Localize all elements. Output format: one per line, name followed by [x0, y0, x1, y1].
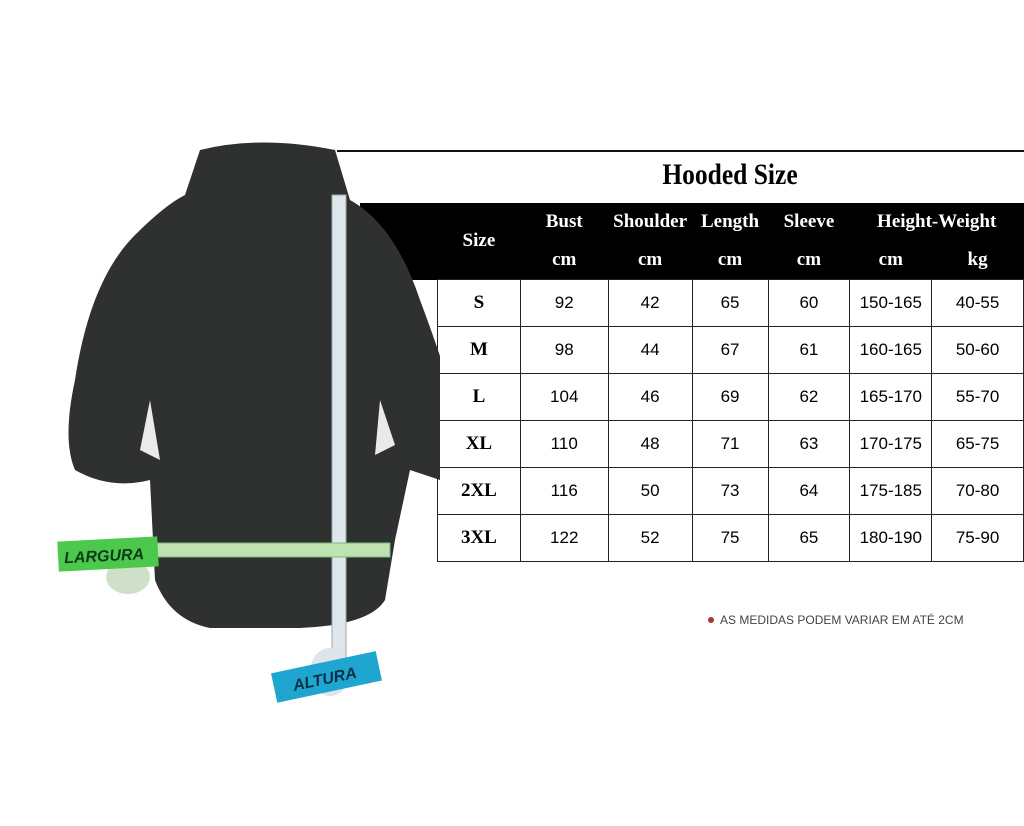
hoodie-illustration: LARGURA ALTURA: [57, 142, 440, 703]
title-rule: [337, 150, 1024, 205]
hoodie-silhouette: [68, 142, 440, 628]
size-cell: S: [437, 279, 521, 327]
value-cell: 122: [519, 514, 609, 562]
height-label-tag: [271, 651, 382, 703]
width-label-tag: [57, 536, 159, 572]
size-cell: L: [437, 373, 521, 421]
unit-header: cm: [717, 249, 743, 270]
value-cell: 67: [691, 326, 769, 374]
value-cell: 52: [607, 514, 693, 562]
unit-header: cm: [552, 249, 577, 270]
size-table: Size Bust Shoulder Length Sleeve Height-…: [437, 203, 1024, 562]
header-background: [360, 203, 1024, 280]
unit-header: cm: [796, 249, 822, 270]
value-cell: 70-80: [931, 467, 1024, 515]
value-cell: 150-165: [849, 279, 933, 327]
size-cell: 3XL: [437, 514, 521, 562]
bullet-icon: [708, 617, 714, 623]
unit-header: kg: [967, 249, 988, 270]
table-row: M 98 44 67 61 160-165 50-60: [437, 326, 1024, 374]
table-row: 3XL 122 52 75 65 180-190 75-90: [437, 514, 1024, 562]
size-cell: 2XL: [437, 467, 521, 515]
value-cell: 42: [607, 279, 693, 327]
value-cell: 71: [691, 420, 769, 468]
value-cell: 61: [767, 326, 851, 374]
header-sleeve: Sleeve: [783, 211, 835, 232]
width-label: LARGURA: [64, 546, 145, 567]
header-size: Size: [462, 230, 496, 251]
size-cell: XL: [437, 420, 521, 468]
value-cell: 116: [519, 467, 609, 515]
value-cell: 160-165: [849, 326, 933, 374]
size-cell: M: [437, 326, 521, 374]
value-cell: 64: [767, 467, 851, 515]
value-cell: 62: [767, 373, 851, 421]
header-height-weight: Height-Weight: [877, 211, 997, 232]
table-row: XL 110 48 71 63 170-175 65-75: [437, 420, 1024, 468]
value-cell: 165-170: [849, 373, 933, 421]
unit-header: cm: [637, 249, 663, 270]
value-cell: 40-55: [931, 279, 1024, 327]
value-cell: 50-60: [931, 326, 1024, 374]
value-cell: 73: [691, 467, 769, 515]
note: AS MEDIDAS PODEM VARIAR EM ATÉ 2CM: [708, 613, 964, 627]
height-tape: [331, 194, 347, 666]
value-cell: 44: [607, 326, 693, 374]
value-cell: 55-70: [931, 373, 1024, 421]
value-cell: 104: [519, 373, 609, 421]
width-tape: [149, 542, 391, 558]
value-cell: 65: [767, 514, 851, 562]
value-cell: 75-90: [931, 514, 1024, 562]
value-cell: 63: [767, 420, 851, 468]
value-cell: 170-175: [849, 420, 933, 468]
value-cell: 46: [607, 373, 693, 421]
header-length: Length: [701, 211, 760, 232]
value-cell: 180-190: [849, 514, 933, 562]
table-row: S 92 42 65 60 150-165 40-55: [437, 279, 1024, 327]
value-cell: 48: [607, 420, 693, 468]
value-cell: 98: [519, 326, 609, 374]
table-row: 2XL 116 50 73 64 175-185 70-80: [437, 467, 1024, 515]
value-cell: 65: [691, 279, 769, 327]
value-cell: 60: [767, 279, 851, 327]
header-shoulder: Shoulder: [613, 211, 688, 232]
value-cell: 92: [519, 279, 609, 327]
value-cell: 175-185: [849, 467, 933, 515]
note-text: AS MEDIDAS PODEM VARIAR EM ATÉ 2CM: [720, 613, 964, 627]
chart-title: Hooded Size: [662, 158, 798, 191]
value-cell: 75: [691, 514, 769, 562]
value-cell: 69: [691, 373, 769, 421]
value-cell: 65-75: [931, 420, 1024, 468]
value-cell: 50: [607, 467, 693, 515]
table-row: L 104 46 69 62 165-170 55-70: [437, 373, 1024, 421]
header-bust: Bust: [545, 211, 583, 232]
value-cell: 110: [519, 420, 609, 468]
unit-header: cm: [878, 249, 903, 270]
